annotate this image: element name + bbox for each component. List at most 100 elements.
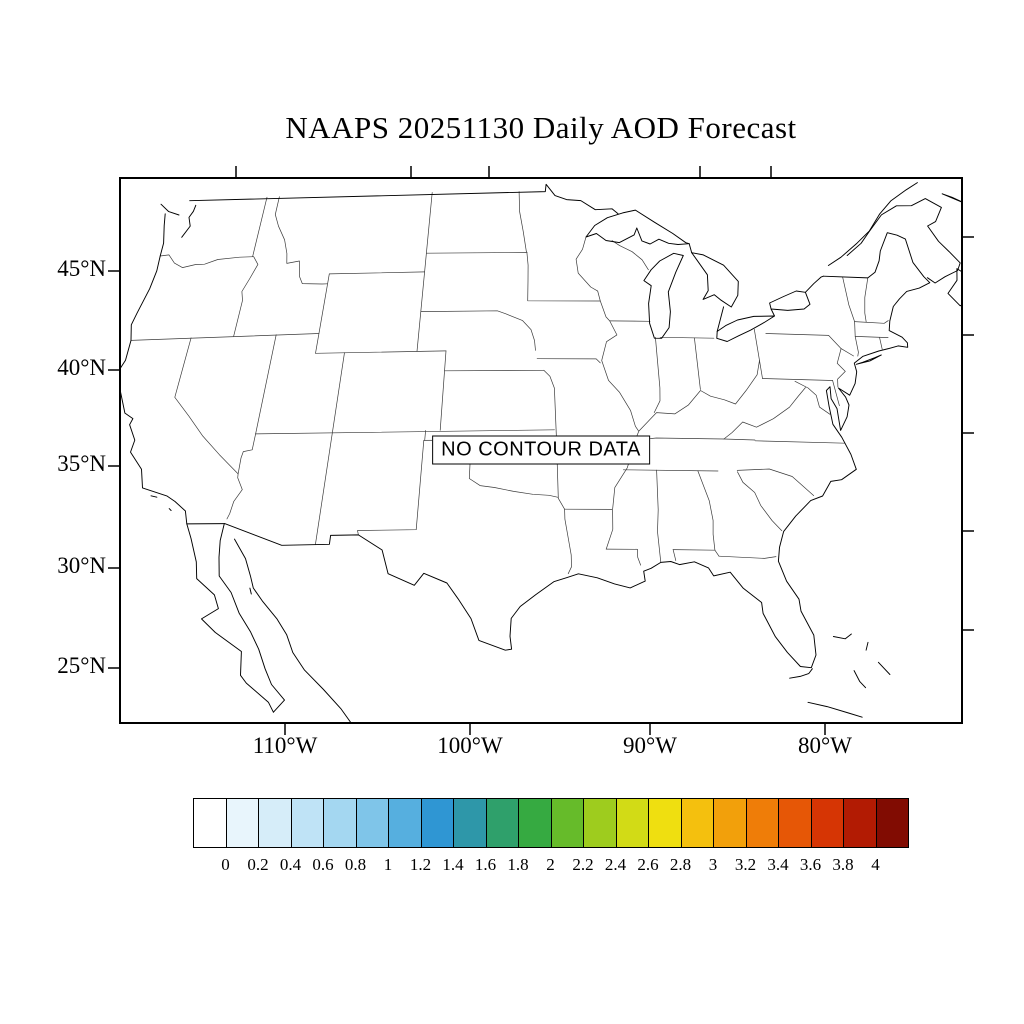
state-border-path bbox=[237, 433, 256, 475]
colorbar-cell bbox=[258, 798, 292, 848]
state-border-path bbox=[255, 334, 277, 435]
coastline-path bbox=[832, 633, 852, 640]
coastline-path bbox=[789, 668, 813, 679]
colorbar-cell bbox=[193, 798, 227, 848]
coastline-path bbox=[846, 198, 961, 284]
coastline-path bbox=[877, 661, 891, 675]
lake-island-path bbox=[691, 252, 739, 308]
state-border-path bbox=[635, 437, 756, 441]
colorbar-cell bbox=[225, 798, 259, 848]
colorbar-tick-label: 1 bbox=[383, 855, 393, 874]
colorbar-cell bbox=[713, 798, 747, 848]
state-border-path bbox=[718, 555, 777, 559]
colorbar-cell bbox=[745, 798, 779, 848]
colorbar-cell bbox=[485, 798, 519, 848]
lat-tick-label: 30°N bbox=[57, 553, 106, 578]
colorbar-cell bbox=[875, 798, 909, 848]
state-border-path bbox=[753, 328, 763, 379]
state-border-path bbox=[622, 469, 719, 472]
state-border-path bbox=[765, 333, 854, 357]
state-border-path bbox=[605, 548, 642, 566]
lake-island-path bbox=[769, 290, 811, 311]
coastline-path bbox=[186, 523, 274, 713]
colorbar-cell bbox=[355, 798, 389, 848]
lon-tick-label: 100°W bbox=[437, 733, 503, 758]
colorbar-cell bbox=[323, 798, 357, 848]
state-border-path bbox=[754, 440, 846, 444]
colorbar-tick-label: 3.8 bbox=[832, 855, 854, 874]
colorbar-tick-label: 2 bbox=[546, 855, 555, 874]
coastline-path bbox=[865, 641, 869, 651]
state-border-path bbox=[842, 276, 855, 322]
coastline-path bbox=[853, 670, 867, 689]
state-border-path bbox=[274, 196, 328, 285]
lake-island-path bbox=[643, 252, 684, 339]
lat-tick-label: 25°N bbox=[57, 653, 106, 678]
lat-tick-label: 45°N bbox=[57, 256, 106, 281]
state-border-path bbox=[444, 369, 545, 372]
lake-island-path bbox=[716, 315, 775, 342]
colorbar-tick-label: 2.2 bbox=[572, 855, 594, 874]
coastline-path bbox=[234, 538, 352, 723]
no-contour-data-label: NO CONTOUR DATA bbox=[432, 435, 650, 465]
colorbar-cell bbox=[583, 798, 617, 848]
state-border-path bbox=[424, 430, 426, 441]
colorbar-cell bbox=[680, 798, 714, 848]
state-border-path bbox=[653, 336, 661, 413]
colorbar-tick-label: 3.4 bbox=[767, 855, 789, 874]
state-border-path bbox=[252, 196, 268, 258]
state-border-path bbox=[159, 254, 255, 268]
coastline-path bbox=[181, 204, 197, 238]
colorbar-tick-label: 0.2 bbox=[247, 855, 269, 874]
plot-title: NAAPS 20251130 Daily AOD Forecast bbox=[285, 110, 797, 145]
state-border-path bbox=[526, 252, 601, 302]
state-border-path bbox=[315, 273, 330, 354]
state-border-path bbox=[836, 348, 846, 388]
state-border-path bbox=[672, 549, 677, 561]
colorbar-tick-label: 0.6 bbox=[312, 855, 334, 874]
state-border-path bbox=[575, 236, 599, 292]
coastline-path bbox=[807, 701, 863, 718]
state-border-path bbox=[854, 320, 889, 324]
colorbar-tick-label: 3.2 bbox=[734, 855, 757, 874]
lake-island-path bbox=[585, 209, 690, 245]
state-border-path bbox=[672, 549, 716, 551]
colorbar-cell bbox=[843, 798, 877, 848]
lake-island-path bbox=[855, 354, 882, 365]
colorbar-cell bbox=[420, 798, 454, 848]
coastline-path bbox=[120, 213, 931, 669]
colorbar-tick-label: 3 bbox=[708, 855, 718, 874]
colorbar-tick-label: 1.4 bbox=[442, 855, 464, 874]
colorbar: 0 0.2 0.4 0.6 0.8 1 1.2 1.4 1.6 1.8 2 2.2 2.4 2.6 2.8 3… bbox=[193, 798, 909, 888]
map-layers bbox=[120, 182, 962, 723]
lon-tick-label: 110°W bbox=[252, 733, 318, 758]
state-border-path bbox=[794, 380, 831, 415]
state-border-path bbox=[854, 321, 859, 357]
state-border-path bbox=[762, 378, 833, 381]
coastline-path bbox=[189, 183, 619, 215]
lon-tick-label: 80°W bbox=[798, 733, 852, 758]
state-border-path bbox=[638, 360, 760, 432]
colorbar-cell bbox=[810, 798, 844, 848]
coastline-path bbox=[160, 203, 180, 216]
coastline-path bbox=[168, 508, 172, 511]
state-border-path bbox=[439, 350, 447, 431]
state-border-path bbox=[420, 310, 536, 351]
colorbar-cell bbox=[550, 798, 584, 848]
lon-tick-label: 90°W bbox=[623, 733, 677, 758]
state-border-path bbox=[737, 471, 783, 532]
state-border-path bbox=[426, 252, 528, 254]
colorbar-cell bbox=[518, 798, 552, 848]
state-border-path bbox=[518, 191, 528, 253]
state-border-path bbox=[723, 387, 806, 440]
colorbar-tick-label: 0 bbox=[221, 855, 230, 874]
colorbar-tick-label: 2.6 bbox=[637, 855, 659, 874]
coastline-path bbox=[688, 243, 693, 254]
coastline-path bbox=[218, 523, 285, 713]
state-border-path bbox=[736, 468, 815, 496]
state-border-path bbox=[416, 192, 433, 352]
colorbar-cell bbox=[648, 798, 682, 848]
colorbar-tick-label: 1.2 bbox=[409, 855, 432, 874]
coastline-path bbox=[827, 182, 918, 266]
